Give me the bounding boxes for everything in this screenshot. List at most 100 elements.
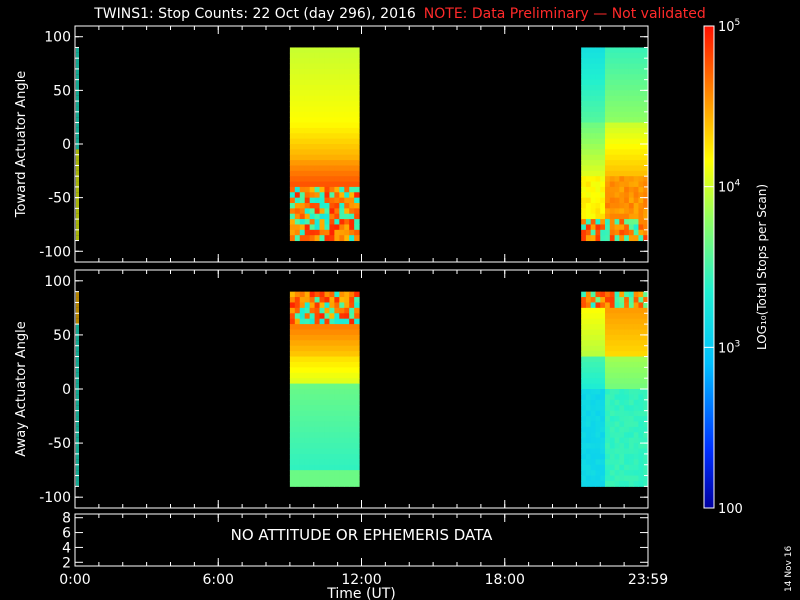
heatmap-cell	[324, 426, 330, 433]
heatmap-cell	[590, 426, 596, 433]
heatmap-cell	[339, 106, 345, 113]
heatmap-cell	[309, 176, 316, 183]
heatmap-cell	[324, 480, 330, 487]
heatmap-cell	[581, 208, 587, 215]
edge-cell	[76, 101, 79, 107]
heatmap-cell	[619, 235, 625, 242]
heatmap-cell	[354, 334, 360, 341]
heatmap-cell	[643, 416, 649, 422]
colorbar-tick-exponent: 5	[735, 18, 741, 28]
heatmap-cell	[334, 235, 340, 242]
heatmap-cell	[628, 47, 635, 54]
heatmap-cell	[299, 95, 306, 102]
x-tick-label: 18:00	[485, 572, 525, 588]
heatmap-cell	[609, 437, 616, 444]
heatmap-cell	[633, 297, 639, 303]
heatmap-cell	[324, 90, 330, 97]
heatmap-cell	[329, 437, 335, 444]
heatmap-cell	[319, 213, 325, 220]
heatmap-cell	[595, 383, 601, 390]
heatmap-cell	[334, 345, 340, 352]
edge-cell	[76, 229, 79, 236]
heatmap-cell	[609, 144, 616, 150]
heatmap-cell	[354, 443, 360, 449]
heatmap-cell	[605, 149, 611, 156]
heatmap-cell	[324, 410, 330, 417]
heatmap-cell	[585, 106, 592, 113]
heatmap-cell	[314, 383, 321, 390]
heatmap-cell	[581, 68, 587, 75]
heatmap-cell	[294, 448, 301, 455]
heatmap-cell	[329, 351, 335, 358]
heatmap-cell	[600, 203, 606, 209]
heatmap-cell	[329, 144, 335, 150]
heatmap-cell	[344, 181, 350, 188]
heatmap-cell	[344, 224, 350, 231]
heatmap-cell	[633, 127, 639, 134]
heatmap-cell	[294, 302, 301, 309]
heatmap-cell	[624, 47, 630, 54]
heatmap-cell	[628, 235, 635, 242]
heatmap-cell	[334, 378, 340, 385]
heatmap-cell	[349, 176, 355, 183]
heatmap-cell	[329, 170, 335, 177]
heatmap-cell	[319, 361, 325, 368]
heatmap-cell	[581, 459, 587, 466]
heatmap-cell	[354, 318, 360, 325]
heatmap-cell	[349, 480, 355, 487]
heatmap-cell	[314, 186, 321, 193]
heatmap-cell	[605, 459, 611, 466]
heatmap-cell	[633, 165, 639, 172]
heatmap-cell	[585, 470, 592, 477]
heatmap-cell	[624, 170, 630, 177]
heatmap-cell	[319, 79, 325, 86]
heatmap-cell	[628, 154, 635, 161]
heatmap-cell	[349, 372, 355, 379]
heatmap-cell	[339, 170, 345, 177]
heatmap-cell	[609, 405, 616, 412]
heatmap-cell	[590, 470, 596, 477]
heatmap-cell	[334, 144, 340, 150]
heatmap-cell	[605, 340, 611, 347]
heatmap-cell	[334, 85, 340, 91]
heatmap-cell	[600, 160, 606, 166]
heatmap-cell	[609, 85, 616, 91]
heatmap-cell	[314, 165, 321, 172]
heatmap-cell	[304, 203, 311, 209]
heatmap-cell	[299, 58, 306, 65]
heatmap-cell	[609, 101, 616, 107]
heatmap-cell	[349, 470, 355, 477]
heatmap-cell	[344, 459, 350, 466]
heatmap-cell	[595, 122, 601, 129]
heatmap-cell	[619, 470, 625, 477]
heatmap-cell	[628, 389, 635, 395]
heatmap-cell	[585, 63, 592, 70]
heatmap-cell	[605, 351, 611, 358]
heatmap-cell	[289, 372, 296, 379]
heatmap-cell	[605, 106, 611, 113]
heatmap-cell	[633, 372, 639, 379]
heatmap-cell	[344, 313, 350, 320]
heatmap-cell	[628, 334, 635, 341]
heatmap-cell	[585, 90, 592, 97]
heatmap-cell	[624, 383, 630, 390]
heatmap-cell	[609, 160, 616, 166]
heatmap-cell	[609, 58, 616, 65]
heatmap-cell	[324, 197, 330, 204]
heatmap-cell	[299, 307, 306, 314]
heatmap-cell	[314, 117, 321, 124]
heatmap-cell	[324, 229, 330, 236]
heatmap-cell	[600, 154, 606, 161]
heatmap-cell	[624, 426, 630, 433]
heatmap-cell	[581, 106, 587, 113]
heatmap-cell	[329, 475, 335, 482]
heatmap-cell	[354, 389, 360, 395]
heatmap-cell	[605, 58, 611, 65]
heatmap-cell	[314, 213, 321, 220]
heatmap-cell	[619, 47, 625, 54]
heatmap-cell	[590, 437, 596, 444]
heatmap-cell	[319, 405, 325, 412]
heatmap-cell	[600, 405, 606, 412]
heatmap-cell	[314, 307, 321, 314]
heatmap-cell	[590, 443, 596, 449]
